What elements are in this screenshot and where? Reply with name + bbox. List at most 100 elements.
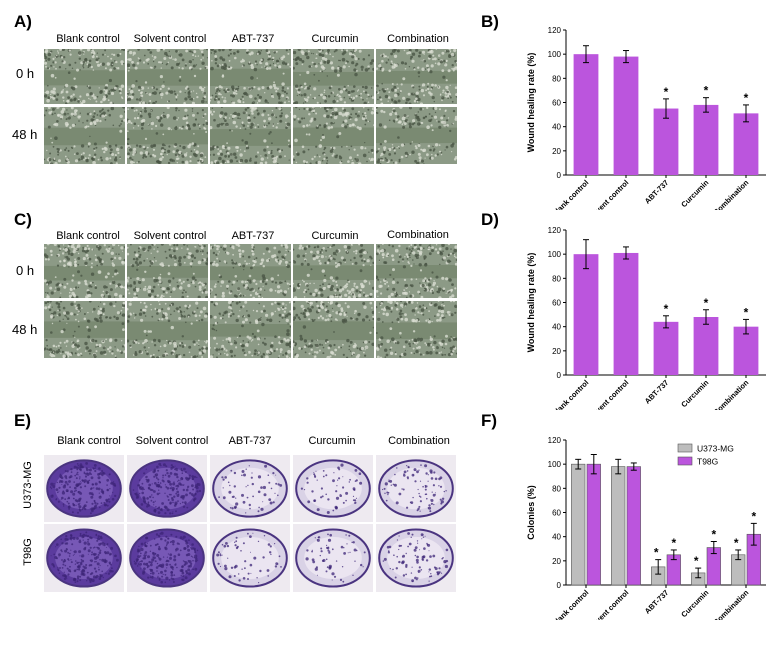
significance-marker: * bbox=[694, 554, 699, 568]
colony-well-photo bbox=[210, 524, 290, 592]
panel-letter-a: A) bbox=[14, 12, 32, 31]
y-tick-label: 120 bbox=[548, 226, 562, 235]
wound-photo bbox=[293, 244, 374, 298]
x-tick-label: ABT-737 bbox=[643, 178, 671, 206]
x-tick-label: Combination bbox=[712, 178, 751, 210]
wound-photo bbox=[376, 244, 457, 298]
y-tick-label: 100 bbox=[548, 250, 562, 259]
wound-photo bbox=[293, 301, 374, 358]
grid-a-col-label: Curcumin bbox=[311, 33, 359, 45]
x-tick-label: ABT-737 bbox=[643, 588, 671, 616]
x-tick-label: Combination bbox=[712, 588, 751, 620]
x-tick-label: Blank control bbox=[550, 588, 590, 620]
wound-photo bbox=[127, 107, 208, 164]
x-tick-label: Blank control bbox=[550, 178, 590, 210]
legend-label: T98G bbox=[697, 457, 718, 467]
bar bbox=[571, 463, 586, 586]
y-tick-label: 40 bbox=[552, 123, 561, 132]
colony-well-photo bbox=[210, 455, 290, 522]
y-tick-label: 0 bbox=[557, 371, 562, 380]
significance-marker: * bbox=[704, 84, 709, 98]
y-axis-label: Wound healing rate (%) bbox=[526, 253, 536, 353]
chart-f: 0 20 40 60 80 100 120 Colonies (%) Blank control… bbox=[526, 436, 766, 620]
x-tick-label: Solvent control bbox=[585, 378, 630, 410]
colony-well-photo bbox=[376, 524, 456, 592]
bar bbox=[693, 104, 719, 175]
grid-e-col-label: Curcumin bbox=[308, 435, 356, 447]
significance-marker: * bbox=[671, 536, 676, 550]
significance-marker: * bbox=[734, 536, 739, 550]
wound-photo bbox=[127, 49, 208, 104]
y-tick-label: 40 bbox=[552, 533, 561, 542]
wound-photo bbox=[44, 301, 125, 358]
bar bbox=[653, 321, 679, 375]
y-tick-label: 60 bbox=[552, 299, 561, 308]
x-tick-label: Solvent control bbox=[585, 588, 630, 620]
x-tick-label: Curcumin bbox=[679, 178, 710, 209]
significance-marker: * bbox=[704, 296, 709, 310]
wound-photo bbox=[293, 49, 374, 104]
y-tick-label: 0 bbox=[557, 581, 562, 590]
y-tick-label: 40 bbox=[552, 323, 561, 332]
grid-e-col-label: ABT-737 bbox=[228, 435, 272, 447]
wound-photo bbox=[210, 49, 291, 104]
bar bbox=[611, 466, 626, 586]
grid-c-col-label: Combination bbox=[387, 229, 449, 241]
grid-a-col-label: Blank control bbox=[56, 33, 120, 45]
y-axis-label: Wound healing rate (%) bbox=[526, 53, 536, 153]
wound-photo bbox=[44, 107, 125, 164]
x-tick-label: ABT-737 bbox=[643, 378, 671, 406]
legend-swatch bbox=[677, 456, 693, 466]
significance-marker: * bbox=[751, 509, 756, 523]
y-tick-label: 100 bbox=[548, 460, 562, 469]
colony-well-photo bbox=[127, 524, 207, 592]
grid-e-row-label: T98G bbox=[22, 538, 34, 566]
grid-c-col-label: Solvent control bbox=[133, 230, 207, 242]
grid-a-col-label: Solvent control bbox=[133, 33, 207, 45]
grid-c-row-label: 48 h bbox=[12, 322, 38, 337]
panel-letter-b: B) bbox=[481, 12, 499, 31]
x-tick-label: Curcumin bbox=[679, 588, 710, 619]
grid-a-col-label: Combination bbox=[387, 33, 449, 45]
wound-photo bbox=[127, 301, 208, 358]
grid-a-row-label: 0 h bbox=[16, 66, 35, 81]
panel-letter-e: E) bbox=[14, 411, 31, 430]
x-tick-label: Curcumin bbox=[679, 378, 710, 409]
y-tick-label: 120 bbox=[548, 436, 562, 445]
colony-well-photo bbox=[293, 455, 373, 522]
wound-photo bbox=[210, 301, 291, 358]
wound-photo bbox=[44, 244, 125, 298]
significance-marker: * bbox=[664, 302, 669, 316]
significance-marker: * bbox=[654, 546, 659, 560]
grid-e-col-label: Solvent control bbox=[135, 435, 209, 447]
wound-photo bbox=[210, 244, 291, 298]
chart-b: 0 20 40 60 80 100 120 Wound healing rate (%) Bla… bbox=[526, 26, 766, 210]
bar bbox=[653, 108, 679, 175]
legend-label: U373-MG bbox=[697, 444, 734, 454]
bar bbox=[573, 54, 599, 175]
colony-well-photo bbox=[127, 455, 207, 522]
chart-d: 0 20 40 60 80 100 120 Wound healing rate (%) Bla… bbox=[526, 226, 766, 410]
grid-c-row-label: 0 h bbox=[16, 263, 35, 278]
bar bbox=[733, 326, 759, 375]
bar bbox=[613, 252, 639, 375]
colony-well-photo bbox=[376, 455, 456, 522]
grid-a-col-label: ABT-737 bbox=[231, 33, 275, 45]
grid-c-col-label: Curcumin bbox=[311, 230, 359, 242]
x-tick-label: Solvent control bbox=[585, 178, 630, 210]
colony-well-photo bbox=[44, 455, 124, 522]
bar bbox=[586, 463, 601, 586]
wound-photo bbox=[376, 301, 457, 358]
significance-marker: * bbox=[744, 305, 749, 319]
panel-letter-f: F) bbox=[481, 411, 498, 430]
significance-marker: * bbox=[744, 91, 749, 105]
x-tick-label: Blank control bbox=[550, 378, 590, 410]
y-tick-label: 80 bbox=[552, 274, 561, 283]
grid-e-row-label: U373-MG bbox=[22, 461, 34, 509]
y-tick-label: 120 bbox=[548, 26, 562, 35]
y-tick-label: 20 bbox=[552, 557, 561, 566]
y-tick-label: 100 bbox=[548, 50, 562, 59]
y-tick-label: 20 bbox=[552, 147, 561, 156]
y-tick-label: 80 bbox=[552, 74, 561, 83]
bar bbox=[573, 254, 599, 375]
